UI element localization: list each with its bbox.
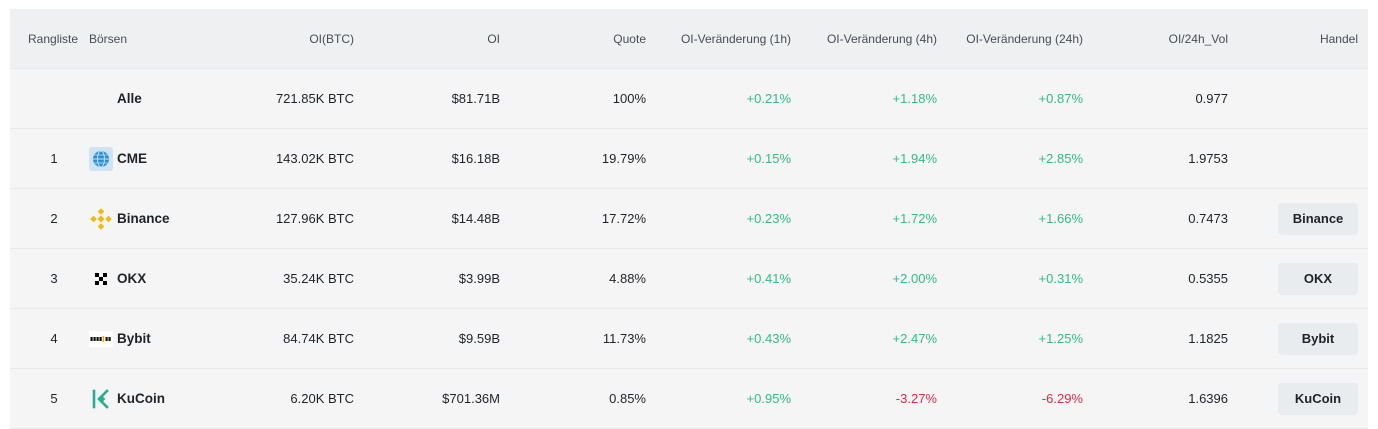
change-4h-value: +1.72% (892, 211, 937, 226)
trade-cell: Binance (1250, 189, 1358, 248)
header-rank[interactable]: Rangliste (28, 31, 79, 46)
quote-value: 17.72% (601, 211, 646, 226)
oi-value: $701.36M (442, 391, 500, 406)
oi-value: $16.18B (451, 151, 500, 166)
change-1h-value: +0.15% (746, 151, 791, 166)
exchange-name: Alle (117, 91, 142, 106)
oi-btc-value: 721.85K BTC (275, 91, 354, 106)
change-1h-value: +0.43% (746, 331, 791, 346)
change-4h-value: -3.27% (895, 391, 937, 406)
rank-value: 4 (50, 331, 58, 346)
trade-button-okx[interactable]: OKX (1278, 262, 1358, 295)
table-row: 5 KuCoin 6.20K BTC $701.36M 0.85% +0.95%… (10, 369, 1368, 429)
oi-vol-value: 0.977 (1195, 91, 1228, 106)
exchange-name: Bybit (117, 331, 151, 346)
exchange-cell[interactable]: Binance (89, 189, 249, 248)
header-change-1h[interactable]: OI-Veränderung (1h) (680, 31, 791, 46)
oi-vol-value: 0.5355 (1188, 271, 1228, 286)
oi-vol-value: 1.6396 (1188, 391, 1228, 406)
oi-value: $9.59B (458, 331, 500, 346)
oi-btc-value: 84.74K BTC (283, 331, 354, 346)
change-1h-value: +0.21% (746, 91, 791, 106)
header-exchange: Börsen (89, 31, 128, 46)
table-header: Rangliste Börsen OI(BTC) OI Quote OI-Ver… (10, 9, 1368, 69)
exchange-cell[interactable]: OKX (89, 249, 249, 308)
header-oi-vol[interactable]: OI/24h_Vol (1168, 31, 1228, 46)
table-row: 4 Bybit 84.74K BTC $9. (10, 309, 1368, 369)
change-24h-value: -6.29% (1041, 391, 1083, 406)
trade-button-kucoin[interactable]: KuCoin (1278, 382, 1358, 415)
rank-value: 5 (50, 391, 58, 406)
oi-vol-value: 1.1825 (1188, 331, 1228, 346)
rank-value: 3 (50, 271, 58, 286)
change-24h-value: +2.85% (1038, 151, 1083, 166)
trade-button-bybit[interactable]: Bybit (1278, 322, 1358, 355)
oi-value: $14.48B (451, 211, 500, 226)
change-1h-value: +0.41% (746, 271, 791, 286)
exchange-cell: Alle (89, 69, 249, 128)
change-24h-value: +0.31% (1038, 271, 1083, 286)
header-trade: Handel (1319, 31, 1358, 46)
oi-value: $3.99B (458, 271, 500, 286)
header-quote[interactable]: Quote (613, 31, 646, 46)
change-4h-value: +2.47% (892, 331, 937, 346)
change-1h-value: +0.95% (746, 391, 791, 406)
oi-btc-value: 127.96K BTC (275, 211, 354, 226)
table-row: 3 OKX 35.24K BTC $3.99B 4.88% +0.41% +2.… (10, 249, 1368, 309)
exchange-cell[interactable]: CME (89, 129, 249, 188)
exchange-name: KuCoin (117, 391, 165, 406)
rank-value: 1 (50, 151, 58, 166)
header-oi[interactable]: OI (487, 31, 500, 46)
table-row: 1 CME 143.02K BTC $16.18B 19.79% +0.15% … (10, 129, 1368, 189)
header-oi-btc[interactable]: OI(BTC) (309, 31, 354, 46)
oi-btc-value: 143.02K BTC (275, 151, 354, 166)
quote-value: 100% (612, 91, 646, 106)
oi-vol-value: 0.7473 (1188, 211, 1228, 226)
trade-cell: OKX (1250, 249, 1358, 308)
change-4h-value: +1.94% (892, 151, 937, 166)
trade-cell: Bybit (1250, 309, 1358, 368)
change-24h-value: +1.25% (1038, 331, 1083, 346)
oi-vol-value: 1.9753 (1188, 151, 1228, 166)
table-row: 2 Binance 127.96K BTC $14.48B 17.72% +0.… (10, 189, 1368, 249)
quote-value: 19.79% (601, 151, 646, 166)
table-row-total: Alle 721.85K BTC $81.71B 100% +0.21% +1.… (10, 69, 1368, 129)
oi-value: $81.71B (451, 91, 500, 106)
trade-button-binance[interactable]: Binance (1278, 202, 1358, 235)
rank-value: 2 (50, 211, 58, 226)
change-4h-value: +1.18% (892, 91, 937, 106)
exchange-cell[interactable]: Bybit (89, 309, 249, 368)
exchange-cell[interactable]: KuCoin (89, 369, 249, 428)
change-24h-value: +0.87% (1038, 91, 1083, 106)
header-change-24h[interactable]: OI-Veränderung (24h) (966, 31, 1083, 46)
quote-value: 4.88% (609, 271, 646, 286)
bybit-logo-icon (89, 327, 113, 351)
quote-value: 0.85% (609, 391, 646, 406)
change-4h-value: +2.00% (892, 271, 937, 286)
cme-globe-icon (89, 146, 113, 171)
exchange-name: Binance (117, 211, 170, 226)
oi-btc-value: 6.20K BTC (290, 391, 354, 406)
trade-cell: KuCoin (1250, 369, 1358, 428)
header-change-4h[interactable]: OI-Veränderung (4h) (826, 31, 937, 46)
change-24h-value: +1.66% (1038, 211, 1083, 226)
change-1h-value: +0.23% (746, 211, 791, 226)
oi-btc-value: 35.24K BTC (283, 271, 354, 286)
quote-value: 11.73% (602, 331, 646, 346)
binance-logo-icon (89, 207, 113, 231)
exchange-name: OKX (117, 271, 147, 286)
kucoin-logo-icon (89, 387, 113, 411)
open-interest-table: Rangliste Börsen OI(BTC) OI Quote OI-Ver… (10, 9, 1368, 429)
okx-logo-icon (89, 267, 113, 291)
exchange-name: CME (117, 151, 147, 166)
